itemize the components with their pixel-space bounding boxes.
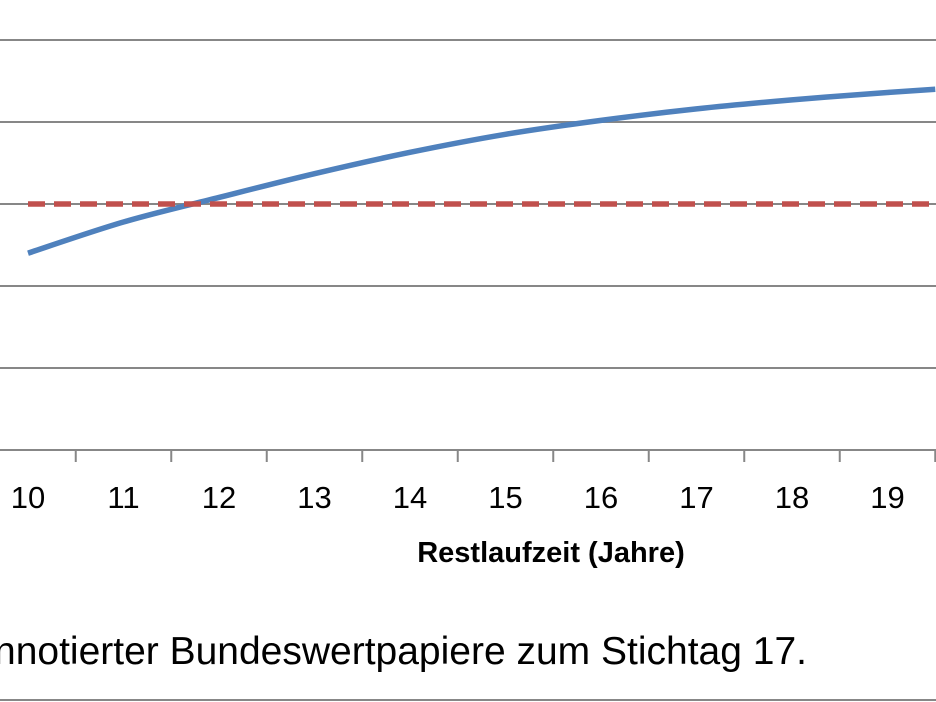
x-tick-label: 11 — [107, 480, 139, 515]
yield-curve-line — [27, 86, 936, 256]
x-ticks: 10 11 12 13 14 15 16 17 18 19 — [11, 450, 936, 515]
x-axis-title: Restlaufzeit (Jahre) — [417, 537, 685, 569]
x-tick-label: 14 — [393, 480, 427, 515]
x-tick-label: 13 — [297, 480, 331, 515]
chart-caption: nnotierter Bundeswertpapiere zum Stichta… — [0, 630, 807, 673]
series-layer — [27, 86, 936, 256]
x-tick-label: 16 — [584, 480, 618, 515]
x-tick-label: 10 — [11, 480, 45, 515]
x-tick-label: 17 — [679, 480, 713, 515]
x-tick-label: 12 — [202, 480, 236, 515]
x-tick-label: 19 — [870, 480, 904, 515]
x-tick-label: 18 — [775, 480, 809, 515]
gridlines — [0, 39, 936, 369]
x-tick-label: 15 — [488, 480, 522, 515]
